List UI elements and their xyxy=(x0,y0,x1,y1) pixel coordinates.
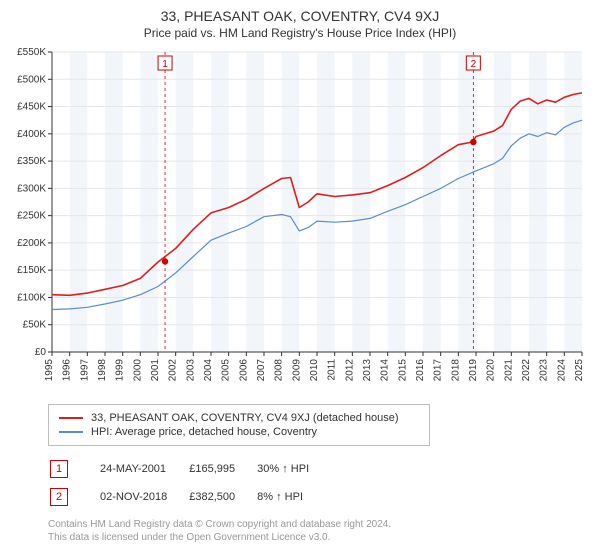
x-tick-label: 2006 xyxy=(238,359,249,382)
y-tick-label: £100K xyxy=(17,292,46,303)
x-tick-label: 2018 xyxy=(450,359,461,382)
transaction-marker: 1 xyxy=(50,460,68,478)
y-tick-label: £0 xyxy=(35,347,47,358)
x-tick-label: 2020 xyxy=(486,359,497,382)
x-tick-label: 2004 xyxy=(203,359,214,382)
x-tick-label: 1999 xyxy=(115,359,126,382)
legend-swatch xyxy=(59,431,83,433)
transaction-delta: 30% ↑ HPI xyxy=(257,456,329,482)
y-tick-label: £350K xyxy=(17,156,46,167)
legend-item: 33, PHEASANT OAK, COVENTRY, CV4 9XJ (det… xyxy=(59,411,419,425)
y-tick-label: £50K xyxy=(23,320,47,331)
x-tick-label: 2024 xyxy=(556,359,567,382)
x-tick-label: 1996 xyxy=(62,359,73,382)
x-tick-label: 2019 xyxy=(468,359,479,382)
x-tick-label: 2022 xyxy=(521,359,532,382)
x-tick-label: 2011 xyxy=(327,359,338,381)
transaction-delta: 8% ↑ HPI xyxy=(257,484,329,510)
chart-title: 33, PHEASANT OAK, COVENTRY, CV4 9XJ xyxy=(8,8,592,24)
legend-label: HPI: Average price, detached house, Cove… xyxy=(91,426,317,438)
x-tick-label: 1998 xyxy=(97,359,108,382)
y-tick-label: £300K xyxy=(17,183,46,194)
x-tick-label: 2014 xyxy=(380,359,391,382)
x-tick-label: 2007 xyxy=(256,359,267,382)
transaction-row: 2 02-NOV-2018£382,5008% ↑ HPI xyxy=(50,484,329,510)
x-tick-label: 2009 xyxy=(291,359,302,382)
y-tick-label: £200K xyxy=(17,238,46,249)
y-tick-label: £450K xyxy=(17,102,46,113)
x-tick-label: 2017 xyxy=(433,359,444,382)
price-chart: £0 £50K £100K £150K £200K £250K £300K £350K £400… xyxy=(8,46,592,396)
y-tick-label: £250K xyxy=(17,211,46,222)
x-tick-label: 2001 xyxy=(150,359,161,382)
y-tick-label: £550K xyxy=(17,47,46,58)
x-tick-label: 2005 xyxy=(221,359,232,382)
x-tick-label: 1995 xyxy=(44,359,55,382)
y-tick-label: £500K xyxy=(17,74,46,85)
footnote-line: This data is licensed under the Open Gov… xyxy=(48,532,330,543)
transaction-table: 1 24-MAY-2001£165,99530% ↑ HPI 2 02-NOV-201… xyxy=(48,454,331,512)
x-tick-label: 2008 xyxy=(274,359,285,382)
legend-item: HPI: Average price, detached house, Cove… xyxy=(59,425,419,439)
legend-swatch xyxy=(59,417,83,419)
x-tick-label: 2016 xyxy=(415,359,426,382)
transaction-date: 24-MAY-2001 xyxy=(100,456,187,482)
chart-subtitle: Price paid vs. HM Land Registry's House … xyxy=(8,26,592,40)
x-tick-label: 2003 xyxy=(185,359,196,382)
y-tick-label: £400K xyxy=(17,129,46,140)
y-tick-label: £150K xyxy=(17,265,46,276)
event-marker-1: 1 xyxy=(162,59,168,70)
x-tick-label: 2000 xyxy=(132,359,143,382)
transaction-marker: 2 xyxy=(50,488,68,506)
x-tick-label: 2013 xyxy=(362,359,373,382)
x-tick-label: 2021 xyxy=(503,359,514,382)
legend-label: 33, PHEASANT OAK, COVENTRY, CV4 9XJ (det… xyxy=(91,412,399,424)
x-tick-label: 2025 xyxy=(574,359,585,382)
chart-legend: 33, PHEASANT OAK, COVENTRY, CV4 9XJ (det… xyxy=(48,404,430,446)
transaction-row: 1 24-MAY-2001£165,99530% ↑ HPI xyxy=(50,456,329,482)
footnote: Contains HM Land Registry data © Crown c… xyxy=(48,518,592,544)
x-tick-label: 2002 xyxy=(168,359,179,382)
x-tick-label: 1997 xyxy=(79,359,90,382)
transaction-price: £382,500 xyxy=(189,484,255,510)
x-tick-label: 2015 xyxy=(397,359,408,382)
x-tick-label: 2023 xyxy=(539,359,550,382)
event-marker-2: 2 xyxy=(471,59,477,70)
transaction-date: 02-NOV-2018 xyxy=(100,484,187,510)
x-tick-label: 2012 xyxy=(344,359,355,382)
transaction-price: £165,995 xyxy=(189,456,255,482)
footnote-line: Contains HM Land Registry data © Crown c… xyxy=(48,519,391,530)
x-tick-label: 2010 xyxy=(309,359,320,382)
